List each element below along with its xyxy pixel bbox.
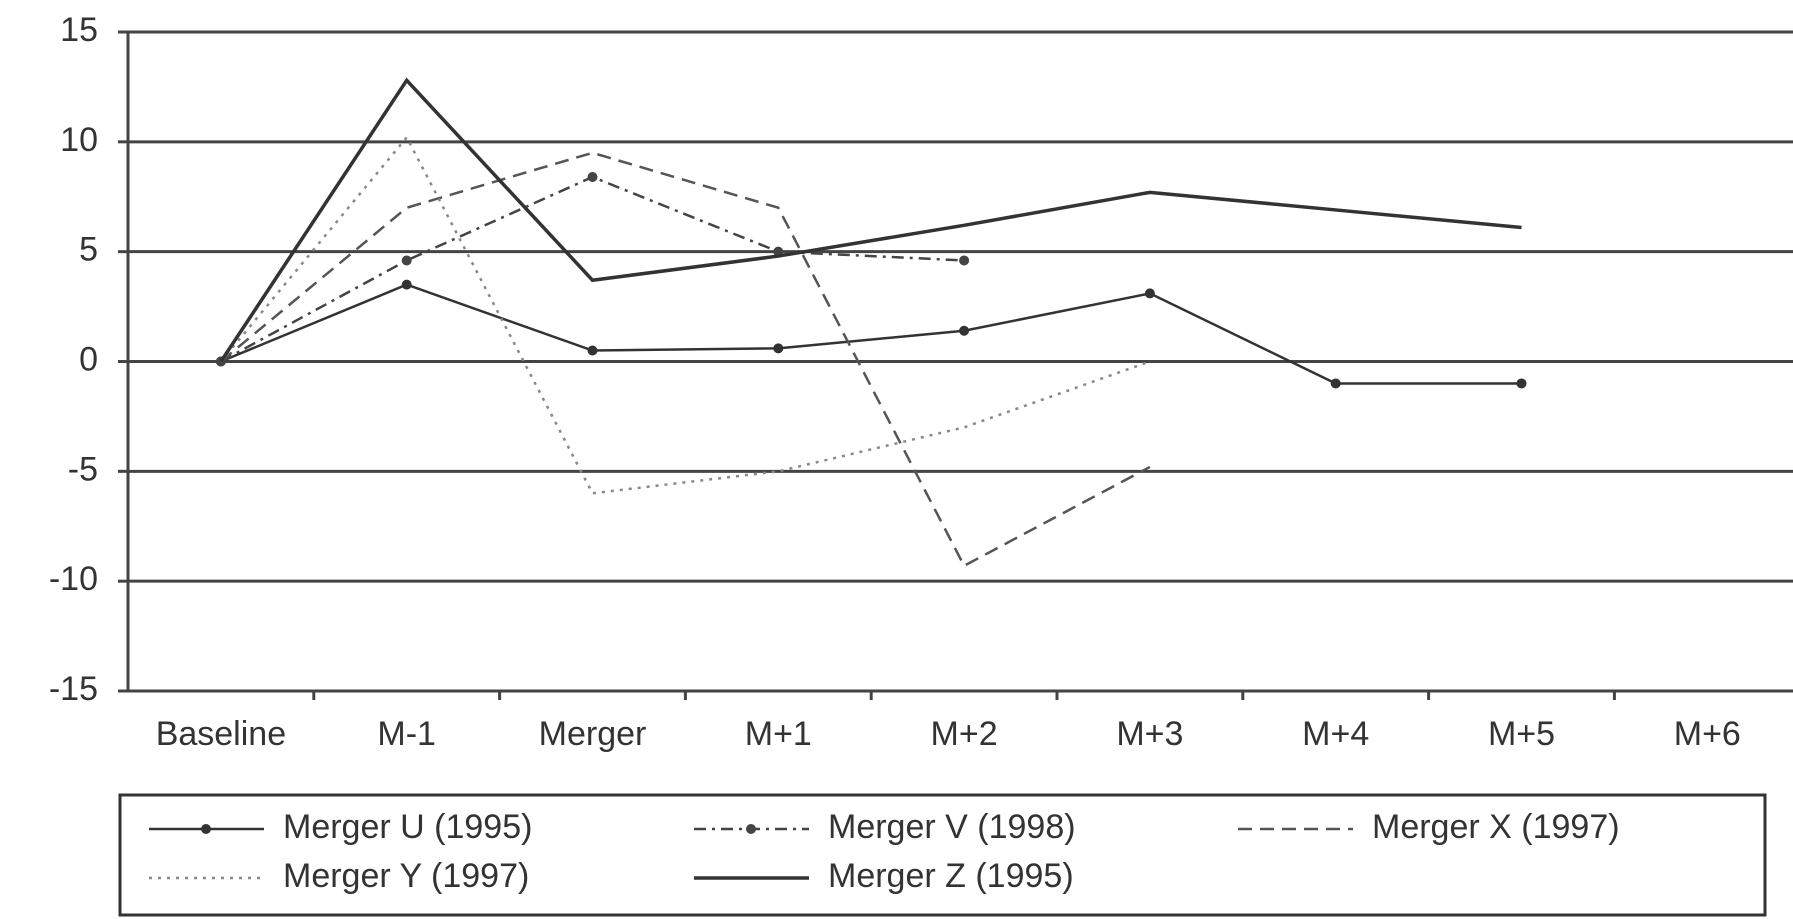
x-tick-label: M+3 bbox=[1116, 715, 1183, 753]
point-marker bbox=[1330, 378, 1341, 389]
point-marker bbox=[1144, 288, 1155, 299]
point-marker bbox=[773, 343, 784, 354]
legend-label: Merger X (1997) bbox=[1372, 808, 1620, 846]
point-marker bbox=[587, 171, 598, 182]
point-marker bbox=[587, 345, 598, 356]
series-line bbox=[219, 135, 1151, 495]
legend-label: Merger U (1995) bbox=[283, 808, 532, 846]
series-line bbox=[219, 77, 1522, 363]
x-tick-label: M+6 bbox=[1674, 715, 1741, 753]
y-tick-label: 0 bbox=[79, 340, 98, 378]
y-tick-label: -10 bbox=[49, 560, 98, 598]
legend-marker bbox=[746, 824, 756, 834]
x-tick-label: Baseline bbox=[156, 715, 286, 753]
x-tick-label: M+4 bbox=[1302, 715, 1369, 753]
y-tick-label: 15 bbox=[60, 11, 98, 49]
point-marker bbox=[959, 325, 970, 336]
y-tick-label: -5 bbox=[68, 450, 98, 488]
point-marker bbox=[401, 255, 412, 266]
legend-label: Merger Z (1995) bbox=[828, 857, 1074, 895]
x-tick-label: Merger bbox=[539, 715, 647, 753]
series-line bbox=[220, 151, 1151, 568]
legend-marker bbox=[201, 824, 211, 834]
x-tick-label: M-1 bbox=[377, 715, 436, 753]
x-tick-label: M+2 bbox=[931, 715, 998, 753]
legend-label: Merger Y (1997) bbox=[283, 857, 529, 895]
point-marker bbox=[401, 279, 412, 290]
series-line bbox=[220, 283, 1522, 385]
legend-label: Merger V (1998) bbox=[828, 808, 1076, 846]
legend-box bbox=[118, 793, 1767, 917]
x-tick-label: M+1 bbox=[745, 715, 812, 753]
point-marker bbox=[1516, 378, 1527, 389]
y-tick-label: -15 bbox=[49, 670, 98, 708]
point-marker bbox=[959, 255, 970, 266]
x-tick-label: M+5 bbox=[1488, 715, 1555, 753]
y-tick-label: 10 bbox=[60, 121, 98, 159]
y-tick-label: 5 bbox=[79, 231, 98, 269]
